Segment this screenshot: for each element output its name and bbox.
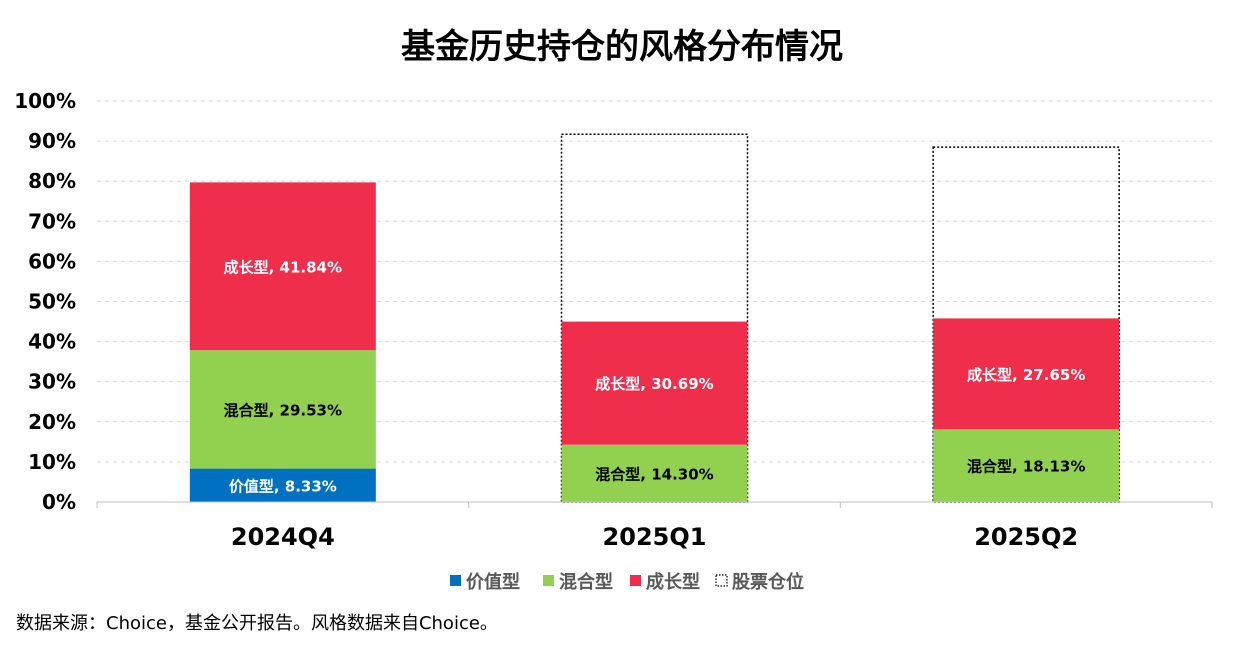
legend-swatch	[543, 575, 554, 586]
data-label: 成长型, 30.69%	[595, 375, 713, 393]
y-tick-label: 90%	[28, 129, 76, 153]
y-tick-label: 70%	[28, 209, 76, 233]
x-tick-label: 2025Q1	[603, 523, 707, 551]
y-tick-label: 50%	[28, 290, 76, 314]
bar-segment	[933, 318, 1120, 430]
legend-swatch	[630, 575, 641, 586]
x-axis: 2024Q4 2025Q1 2025Q2	[96, 501, 1213, 551]
x-tick-label: 2025Q2	[974, 523, 1078, 551]
stock-position-outline	[560, 133, 749, 503]
y-tick-label: 0%	[42, 490, 76, 514]
data-label: 混合型, 14.30%	[595, 465, 713, 483]
data-label: 成长型, 41.84%	[224, 258, 342, 276]
bars: 价值型, 8.33% 混合型, 29.53% 成长型, 41.84% 混合型, 14.…	[189, 133, 1120, 503]
source-note: 数据来源：Choice，基金公开报告。风格数据来自Choice。	[16, 613, 498, 634]
data-label: 混合型, 18.13%	[967, 458, 1085, 476]
bar-segment	[561, 444, 748, 502]
y-axis-ticks: 0% 10% 20% 30% 40% 50% 60% 70% 80% 90% 100%	[14, 89, 76, 514]
bar-segment	[933, 429, 1120, 502]
bar-segment	[189, 350, 376, 469]
y-tick-label: 30%	[28, 370, 76, 394]
legend-label: 价值型	[466, 571, 520, 593]
bar-segment	[189, 468, 376, 502]
data-label: 混合型, 29.53%	[224, 401, 342, 419]
y-tick-label: 20%	[28, 410, 76, 434]
legend-swatch	[715, 574, 728, 587]
legend-label: 成长型	[646, 571, 700, 593]
legend-label: 混合型	[559, 571, 613, 593]
x-tick-label: 2024Q4	[231, 523, 335, 551]
data-label: 成长型, 27.65%	[967, 366, 1085, 384]
bar-segment	[561, 321, 748, 445]
data-label: 价值型, 8.33%	[229, 477, 337, 495]
chart-title: 基金历史持仓的风格分布情况	[401, 27, 843, 67]
bar-segment	[189, 182, 376, 351]
y-tick-label: 40%	[28, 330, 76, 354]
y-tick-label: 60%	[28, 249, 76, 273]
y-tick-label: 10%	[28, 450, 76, 474]
legend-label: 股票仓位	[731, 571, 804, 593]
y-tick-label: 80%	[28, 169, 76, 193]
y-tick-label: 100%	[14, 89, 76, 113]
legend: 价值型 混合型 成长型 股票仓位	[450, 571, 804, 593]
legend-swatch	[450, 575, 461, 586]
